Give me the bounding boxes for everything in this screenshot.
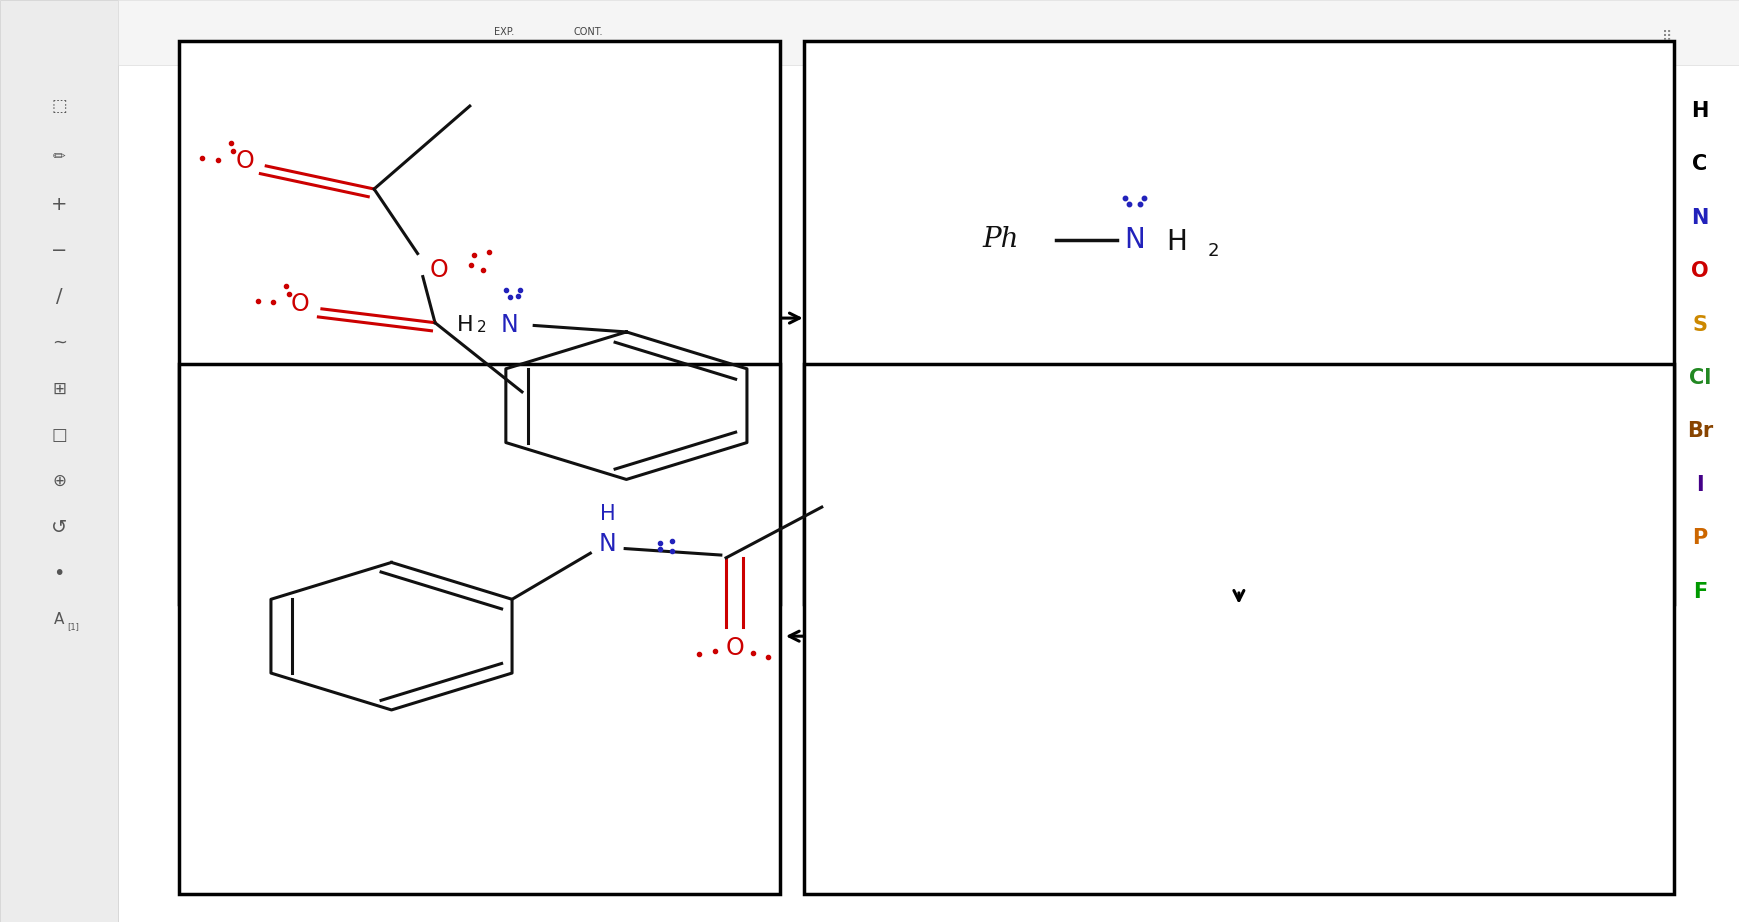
Text: A: A: [54, 612, 64, 627]
Text: 2: 2: [476, 320, 487, 335]
Text: F: F: [1692, 582, 1706, 602]
Text: ⬚: ⬚: [50, 97, 68, 115]
Text: /: /: [56, 288, 63, 306]
Text: ⠿: ⠿: [1661, 30, 1671, 44]
Text: 2: 2: [1207, 242, 1219, 260]
Text: •: •: [54, 564, 64, 583]
Text: N: N: [1690, 207, 1708, 228]
Bar: [803, 41, 1673, 604]
Text: ⊞: ⊞: [52, 380, 66, 398]
Text: Ph: Ph: [983, 226, 1017, 254]
Text: ↺: ↺: [50, 518, 68, 537]
Text: +: +: [50, 195, 68, 214]
Text: H: H: [600, 503, 616, 524]
Text: S: S: [1692, 314, 1706, 335]
Text: O: O: [1690, 261, 1708, 281]
Bar: [179, 41, 779, 604]
Text: −: −: [50, 242, 68, 260]
Text: I: I: [1696, 475, 1702, 495]
Bar: [803, 364, 1673, 894]
Text: N: N: [1123, 226, 1144, 254]
Text: H: H: [1690, 100, 1708, 121]
Text: ✏: ✏: [52, 149, 66, 164]
Text: O: O: [725, 636, 744, 660]
Text: N: N: [501, 313, 518, 337]
Text: □: □: [50, 426, 68, 444]
Text: Cl: Cl: [1689, 368, 1709, 388]
Text: Br: Br: [1685, 421, 1713, 442]
Text: ~: ~: [52, 334, 66, 352]
Text: O: O: [290, 292, 310, 316]
Text: EXP.: EXP.: [494, 28, 515, 37]
Bar: [118, 0, 1739, 65]
Text: H: H: [456, 315, 473, 336]
Text: H: H: [1165, 228, 1186, 255]
Text: ⊕: ⊕: [52, 472, 66, 491]
Text: CONT.: CONT.: [574, 28, 602, 37]
Text: C: C: [1692, 154, 1706, 174]
Bar: [0, 0, 118, 922]
Text: P: P: [1692, 528, 1706, 549]
Text: [1]: [1]: [68, 622, 78, 632]
Text: N: N: [598, 532, 616, 556]
Text: O: O: [430, 258, 449, 282]
Bar: [179, 364, 779, 894]
Text: O: O: [235, 149, 254, 173]
